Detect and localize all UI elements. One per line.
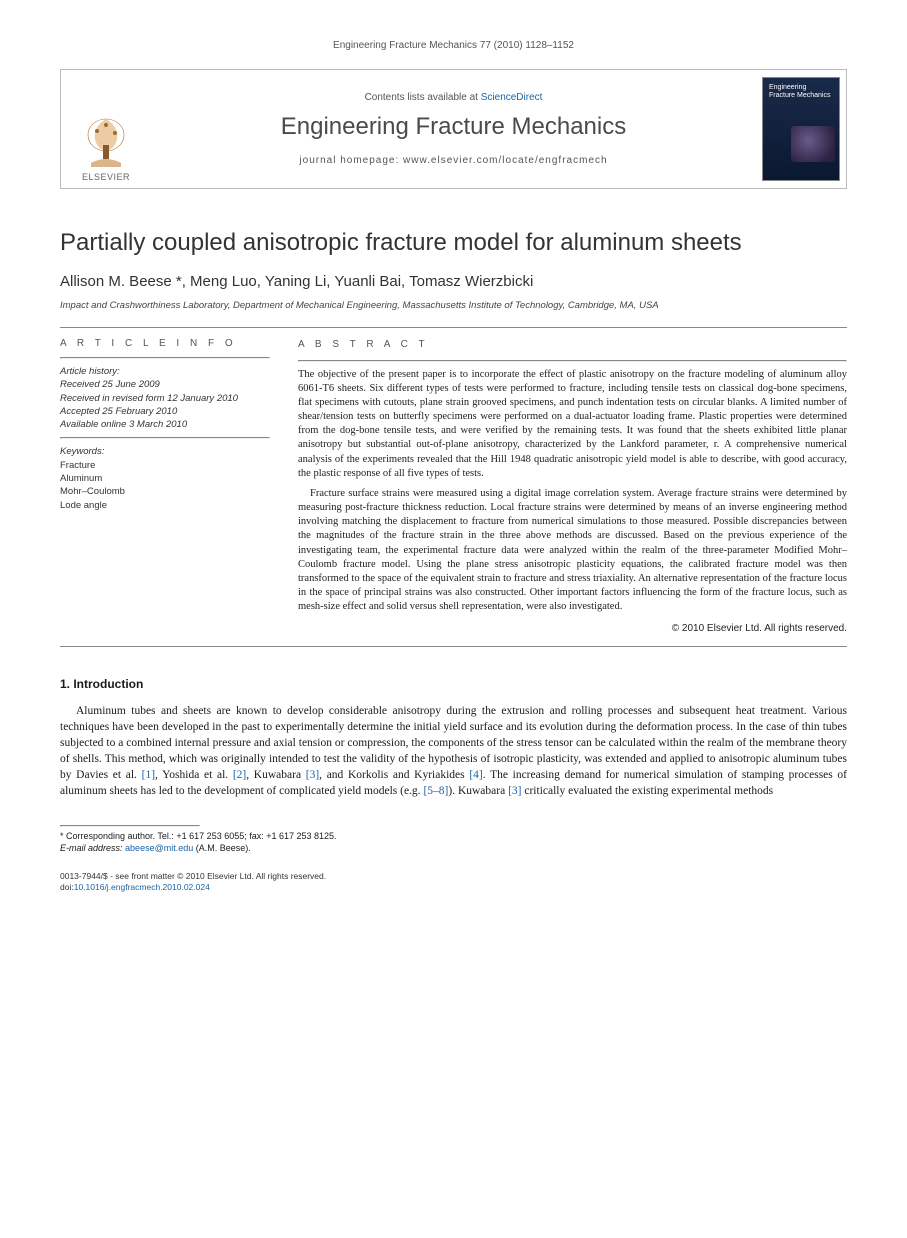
revised-date: Received in revised form 12 January 2010 (60, 392, 270, 405)
issn-doi-block: 0013-7944/$ - see front matter © 2010 El… (60, 871, 847, 893)
article-history: Article history: Received 25 June 2009 R… (60, 365, 270, 431)
history-label: Article history: (60, 365, 270, 378)
masthead-center: Contents lists available at ScienceDirec… (151, 70, 756, 188)
cover-thumb-block: Engineering Fracture Mechanics (756, 70, 846, 188)
doi-line: doi:10.1016/j.engfracmech.2010.02.024 (60, 882, 847, 893)
info-abstract-row: A R T I C L E I N F O Article history: R… (60, 338, 847, 636)
citation-link[interactable]: [3] (508, 785, 521, 797)
citation-link[interactable]: [5–8] (423, 785, 448, 797)
publisher-name: ELSEVIER (82, 172, 130, 182)
doi-link[interactable]: 10.1016/j.engfracmech.2010.02.024 (74, 882, 210, 892)
contents-list-line: Contents lists available at ScienceDirec… (365, 92, 543, 103)
sciencedirect-link[interactable]: ScienceDirect (481, 92, 543, 103)
body-paragraph: Aluminum tubes and sheets are known to d… (60, 703, 847, 800)
email-line: E-mail address: abeese@mit.edu (A.M. Bee… (60, 843, 847, 855)
article-info-label: A R T I C L E I N F O (60, 338, 270, 349)
text-run: , Kuwabara (246, 769, 305, 781)
journal-title: Engineering Fracture Mechanics (281, 113, 627, 141)
cover-thumb-title: Engineering Fracture Mechanics (769, 84, 833, 99)
received-date: Received 25 June 2009 (60, 378, 270, 391)
contents-prefix: Contents lists available at (365, 92, 481, 103)
divider (60, 646, 847, 647)
article-title: Partially coupled anisotropic fracture m… (60, 229, 847, 257)
abstract-label: A B S T R A C T (298, 338, 847, 352)
divider (298, 360, 847, 362)
email-link[interactable]: abeese@mit.edu (125, 843, 193, 853)
text-run: , Yoshida et al. (155, 769, 233, 781)
divider (60, 357, 270, 359)
cover-thumb-image (791, 126, 835, 162)
author-list: Allison M. Beese *, Meng Luo, Yaning Li,… (60, 273, 847, 290)
citation-link[interactable]: [4] (469, 769, 482, 781)
abstract-paragraph: The objective of the present paper is to… (298, 368, 847, 481)
abstract-copyright: © 2010 Elsevier Ltd. All rights reserved… (298, 622, 847, 636)
keywords-label: Keywords: (60, 445, 270, 458)
journal-masthead: ELSEVIER Contents lists available at Sci… (60, 69, 847, 189)
accepted-date: Accepted 25 February 2010 (60, 405, 270, 418)
online-date: Available online 3 March 2010 (60, 418, 270, 431)
abstract-column: A B S T R A C T The objective of the pre… (298, 338, 847, 636)
email-label: E-mail address: (60, 843, 123, 853)
corr-author-line: * Corresponding author. Tel.: +1 617 253… (60, 831, 847, 843)
citation-link[interactable]: [1] (142, 769, 155, 781)
keywords-block: Keywords: Fracture Aluminum Mohr–Coulomb… (60, 445, 270, 511)
keyword: Mohr–Coulomb (60, 485, 270, 498)
citation-link[interactable]: [3] (306, 769, 319, 781)
divider (60, 327, 847, 328)
section-heading-introduction: 1. Introduction (60, 677, 847, 691)
article-info-column: A R T I C L E I N F O Article history: R… (60, 338, 270, 636)
text-run: , and Korkolis and Kyriakides (319, 769, 469, 781)
abstract-paragraph: Fracture surface strains were measured u… (298, 487, 847, 615)
email-tail: (A.M. Beese). (196, 843, 251, 853)
doi-label: doi: (60, 882, 74, 892)
running-head: Engineering Fracture Mechanics 77 (2010)… (60, 40, 847, 51)
footnote-rule (60, 825, 200, 827)
citation-link[interactable]: [2] (233, 769, 246, 781)
corresponding-author-footnote: * Corresponding author. Tel.: +1 617 253… (60, 831, 847, 854)
keyword: Aluminum (60, 472, 270, 485)
journal-cover-thumbnail: Engineering Fracture Mechanics (762, 77, 840, 181)
journal-homepage[interactable]: journal homepage: www.elsevier.com/locat… (299, 155, 607, 166)
publisher-logo-block: ELSEVIER (61, 70, 151, 188)
issn-line: 0013-7944/$ - see front matter © 2010 El… (60, 871, 847, 882)
text-run: critically evaluated the existing experi… (522, 785, 774, 797)
affiliation: Impact and Crashworthiness Laboratory, D… (60, 300, 847, 311)
divider (60, 437, 270, 439)
keyword: Lode angle (60, 499, 270, 512)
text-run: ). Kuwabara (448, 785, 508, 797)
elsevier-tree-icon (81, 115, 131, 170)
keyword: Fracture (60, 459, 270, 472)
